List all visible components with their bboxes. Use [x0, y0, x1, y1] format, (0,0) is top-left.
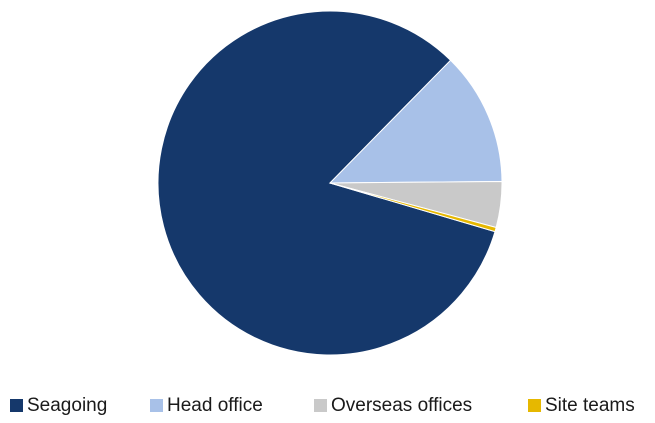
legend-swatch [314, 399, 327, 412]
legend-swatch [150, 399, 163, 412]
legend-item-site-teams: Site teams [528, 395, 635, 416]
legend-item-head-office: Head office [150, 395, 263, 416]
legend-item-seagoing: Seagoing [10, 395, 107, 416]
pie-slices [157, 10, 503, 356]
legend: Seagoing Head office Overseas offices Site … [10, 395, 635, 416]
legend-swatch [10, 399, 23, 412]
legend-label: Seagoing [27, 395, 107, 416]
legend-swatch [528, 399, 541, 412]
pie-slice-site-teams [329, 182, 497, 233]
legend-label: Site teams [545, 395, 635, 416]
legend-item-overseas-offices: Overseas offices [314, 395, 472, 416]
pie-slice-head-office [328, 59, 503, 184]
legend-label: Overseas offices [331, 395, 472, 416]
legend-label: Head office [167, 395, 263, 416]
pie-slice-seagoing [157, 10, 496, 356]
